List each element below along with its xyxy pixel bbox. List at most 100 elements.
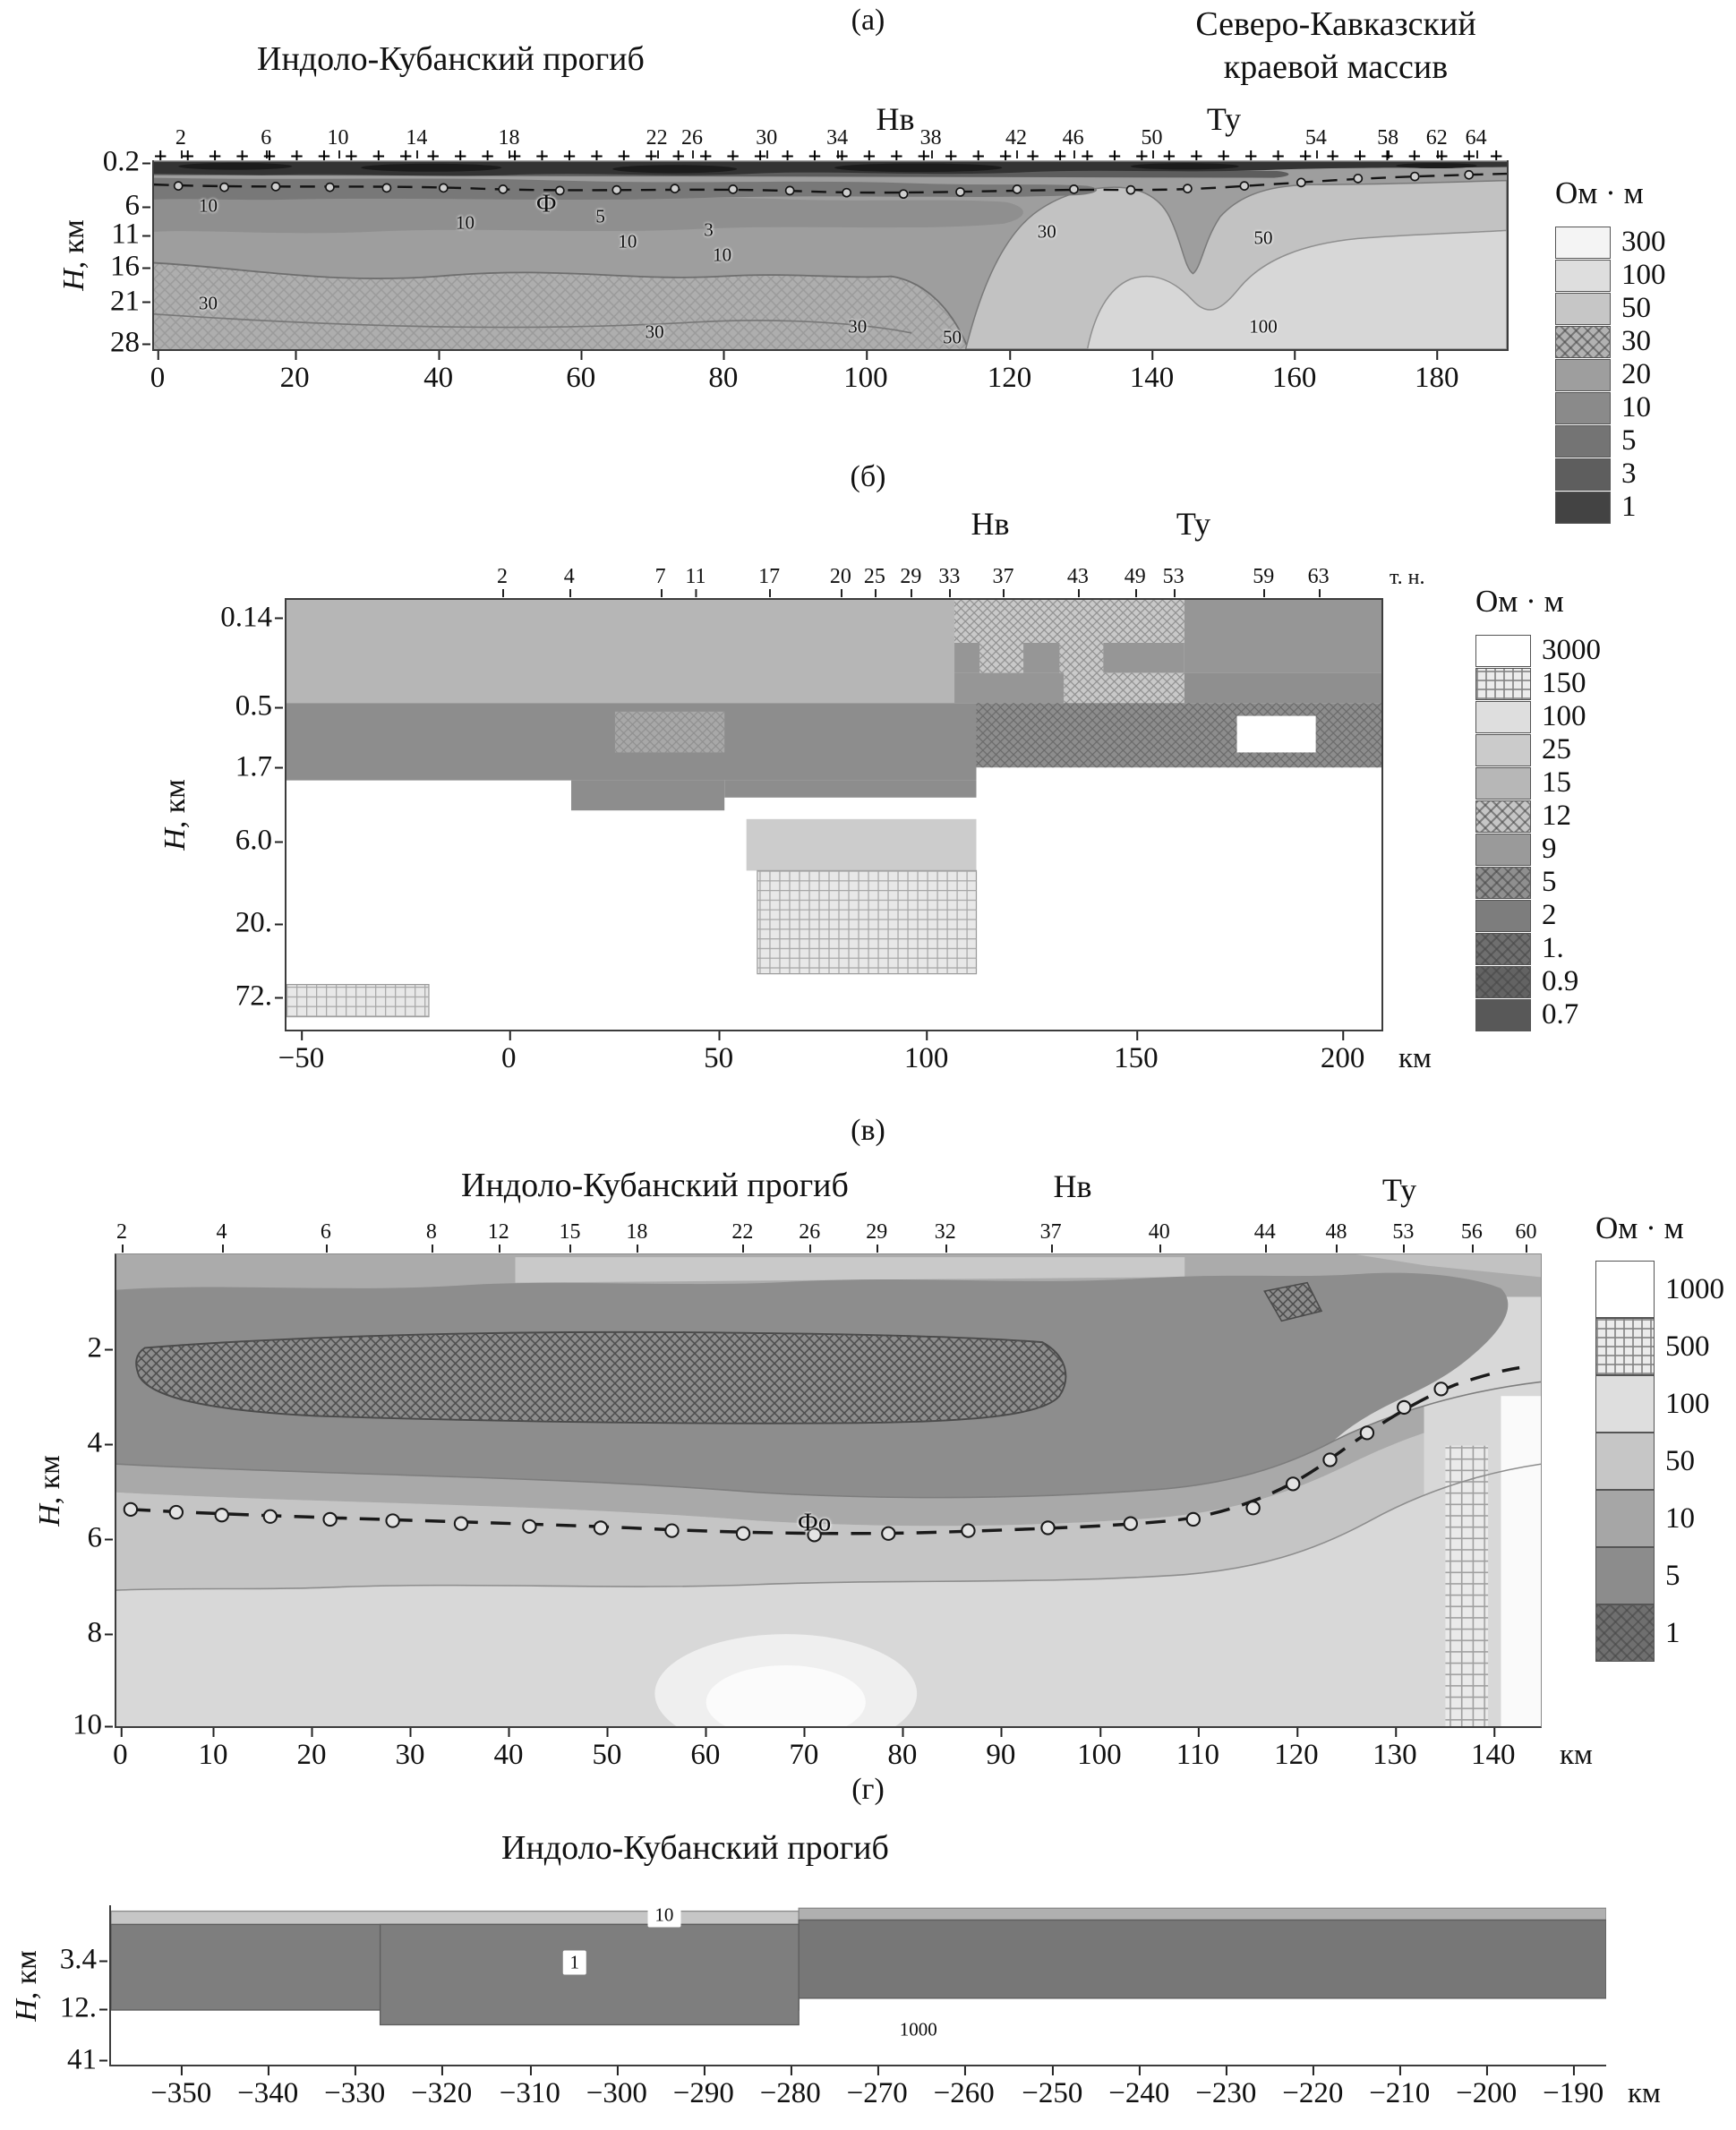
legend-title: Ом · м [1595,1210,1684,1245]
legend-entry: 100 [1555,259,1666,292]
x-tick: 100 [843,351,888,394]
x-tick: −350 [150,2066,212,2109]
legend-entry: 1. [1475,932,1601,965]
contour-label: 30 [645,321,664,343]
legend-entry: 3 [1555,458,1666,491]
x-tick: −210 [1369,2066,1431,2109]
y-tick: 0.14 [220,601,283,634]
legend-swatch [1555,358,1611,391]
station-label: 63 [1307,565,1330,597]
station-label: 53 [1392,1220,1415,1253]
section-b-graphic [286,600,1381,1030]
station-label: 62 [1425,126,1448,158]
station-label: 25 [863,565,885,597]
x-tick: 60 [690,1728,721,1771]
station-label: 37 [992,565,1014,597]
panel-a-title-right: Северо-Кавказский краевой массив [1195,5,1476,86]
legend-entry: 5 [1475,866,1601,899]
legend-swatch [1555,391,1611,424]
legend-swatch [1475,700,1531,733]
station-label: 60 [1515,1220,1537,1253]
station-label: 4 [216,1220,227,1253]
legend-swatch [1475,998,1531,1031]
x-tick: 10 [198,1728,228,1771]
contour-label: 30 [198,292,218,314]
station-label: 20 [829,565,851,597]
station-label: 44 [1253,1220,1276,1253]
panel-c-title: Индоло-Кубанский прогиб [461,1167,849,1204]
legend-swatch [1475,866,1531,899]
panel-b-ylabel: H, км [158,779,192,851]
x-tick: 110 [1176,1728,1219,1771]
legend-swatch [1595,1604,1655,1662]
y-tick: 6 [124,189,150,222]
station-label: 58 [1377,126,1399,158]
legend-entry: 15 [1475,766,1601,800]
contour-label: 100 [1249,315,1278,338]
legend-entry: 0.7 [1475,998,1601,1031]
legend-swatch [1475,667,1531,700]
legend-swatch [1475,766,1531,800]
contour-label: Ф [535,189,557,218]
contour-label: 10 [198,194,218,217]
station-label: 26 [680,126,703,158]
legend-entry: 3000 [1475,634,1601,667]
station-label: 2 [115,1220,127,1253]
station-label: 33 [938,565,961,597]
x-axis-unit: км [1628,2077,1661,2109]
legend-swatch [1475,932,1531,965]
legend-swatch [1555,325,1611,358]
x-tick: 60 [566,351,596,394]
resistivity-label: 1000 [899,2018,937,2040]
resistivity-label: 10 [647,1903,681,1928]
panel-b-yaxis: 0.14 0.5 1.7 6.0 20. 72. [195,598,285,1031]
station-label: 18 [498,126,520,158]
well-marker-tu: Ту [1206,101,1242,137]
station-label: 22 [646,126,668,158]
x-tick: 120 [987,351,1032,394]
y-tick: 10 [73,1708,113,1741]
station-label: 37 [1039,1220,1062,1253]
y-tick: 72. [235,979,284,1013]
panel-d-annotations: 10 1 1000 [111,1903,1606,2065]
x-tick: 40 [423,351,454,394]
well-marker-nv: Нв [876,101,915,137]
y-tick: 0.5 [235,689,284,723]
panel-d-tag: (г) [851,1773,885,1806]
section-a-graphic [154,160,1507,349]
station-label: 26 [799,1220,821,1253]
x-tick: 0 [113,1728,128,1771]
x-tick: −290 [672,2066,734,2109]
x-tick: −320 [411,2066,473,2109]
legend-swatch [1595,1261,1655,1318]
x-tick: 140 [1471,1728,1516,1771]
legend-entry: 1 [1595,1604,1724,1662]
legend-b: Ом · м 3000 150 100 25 15 [1475,584,1601,1031]
legend-swatch [1475,733,1531,766]
x-tick: 90 [986,1728,1016,1771]
legend-title: Ом · м [1475,584,1564,619]
legend-swatch [1475,899,1531,932]
legend-c: Ом · м 1000 500 100 50 10 [1595,1210,1724,1662]
y-tick: 6.0 [235,824,284,857]
x-tick: 70 [789,1728,819,1771]
well-marker-tu: Ту [1381,1172,1417,1208]
legend-entry: 25 [1475,733,1601,766]
panel-a-section: 10 10 Ф 5 3 10 10 30 30 30 30 50 50 100 [152,160,1509,351]
station-label: 32 [934,1220,956,1253]
legend-title: Ом · м [1555,175,1644,210]
x-tick: 30 [395,1728,425,1771]
station-label: 4 [563,565,575,597]
y-tick: 3.4 [59,1943,108,1976]
station-axis-unit: т. н. [1390,566,1425,589]
legend-swatch [1595,1375,1655,1433]
legend-scale: 300 100 50 30 20 10 [1555,226,1666,524]
legend-entry: 9 [1475,833,1601,866]
legend-entry: 20 [1555,358,1666,391]
legend-swatch [1595,1318,1655,1375]
station-label: 59 [1253,565,1275,597]
contour-label: 50 [1253,227,1273,248]
x-tick: −280 [759,2066,821,2109]
x-tick: 120 [1274,1728,1319,1771]
x-tick: −340 [237,2066,299,2109]
